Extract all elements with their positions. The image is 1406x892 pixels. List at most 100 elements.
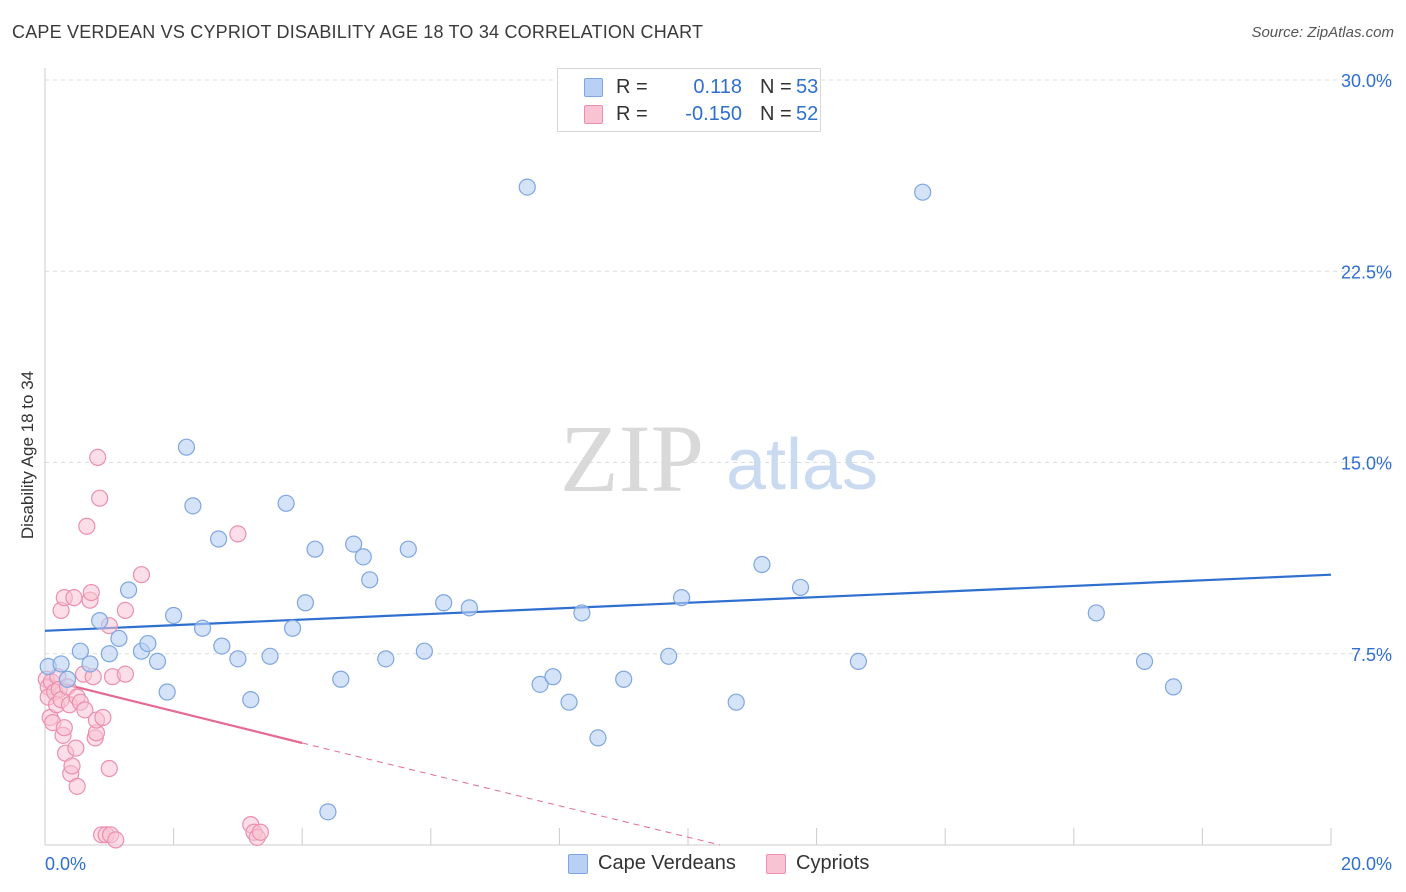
- cape-verdeans-point: [1164, 678, 1183, 696]
- cypriots-point: [116, 665, 134, 683]
- cape-verdeans-point: [296, 594, 315, 612]
- legend-r-label: R =: [616, 103, 648, 125]
- cape-verdeans-point: [110, 629, 128, 648]
- cape-verdeans-point: [589, 729, 607, 747]
- watermark: ZIP atlas: [560, 405, 878, 512]
- legend-n-value: 52: [796, 103, 819, 125]
- cape-verdeans-point: [914, 183, 932, 201]
- cypriots-point: [116, 601, 134, 620]
- cypriots-point: [107, 831, 125, 849]
- cape-verdeans-point: [242, 691, 260, 709]
- cape-verdeans-point: [727, 693, 745, 711]
- chart-title: CAPE VERDEAN VS CYPRIOT DISABILITY AGE 1…: [12, 22, 704, 42]
- cape-verdeans-point: [531, 675, 549, 693]
- cape-verdeans-point: [261, 647, 279, 665]
- cape-verdeans-point: [100, 645, 118, 663]
- cape-verdeans-point: [319, 803, 337, 821]
- x-tick-label: 20.0%: [1341, 854, 1392, 874]
- cape-verdeans-point: [306, 540, 324, 558]
- cypriots-point: [100, 759, 118, 778]
- cape-verdeans-point: [753, 555, 771, 574]
- watermark-atlas: atlas: [726, 425, 878, 505]
- cypriots-point: [94, 708, 112, 727]
- cape-verdeans-point: [165, 606, 183, 625]
- cape-verdeans-point: [415, 642, 433, 660]
- cypriots-point: [82, 583, 100, 602]
- cape-verdeans-point: [91, 611, 109, 630]
- legend-swatch-pink: [766, 854, 786, 874]
- cypriots-point: [65, 589, 83, 607]
- cypriots-points: [37, 448, 270, 849]
- cape-verdeans-point: [210, 530, 228, 548]
- cape-verdeans-point: [184, 497, 202, 515]
- cape-verdeans-points: [39, 178, 1183, 821]
- watermark-zip: ZIP: [560, 405, 704, 512]
- x-tick-label: 0.0%: [45, 854, 86, 874]
- cape-verdeans-point: [283, 619, 302, 637]
- trend-lines: [44, 573, 1332, 846]
- cape-verdeans-point: [573, 604, 591, 622]
- cape-verdeans-point: [52, 655, 70, 673]
- legend-n-label: N =: [760, 76, 792, 98]
- cypriots-point: [76, 701, 94, 719]
- cypriots-point: [91, 489, 109, 507]
- cape-verdeans-point: [345, 535, 363, 553]
- series-name: Cypriots: [796, 852, 870, 874]
- cape-verdeans-point: [193, 619, 212, 637]
- cypriots-point: [67, 739, 85, 757]
- legend-r-value: 0.118: [693, 76, 742, 98]
- cypriots-trend-extension: [302, 742, 721, 846]
- cape-verdeans-point: [672, 589, 691, 607]
- y-tick-label: 7.5%: [1351, 645, 1392, 665]
- series-name: Cape Verdeans: [598, 852, 736, 874]
- cape-verdeans-point: [354, 548, 372, 566]
- cape-verdeans-point: [615, 670, 633, 688]
- cape-verdeans-point: [277, 494, 295, 512]
- cypriots-point: [132, 566, 151, 584]
- cape-verdeans-point: [1135, 652, 1154, 671]
- cape-verdeans-point: [791, 578, 810, 597]
- legend-n-label: N =: [760, 103, 792, 125]
- cape-verdeans-point: [560, 693, 578, 711]
- cape-verdeans-point: [58, 670, 77, 688]
- cape-verdeans-point: [177, 438, 196, 456]
- cypriots-trend-line: [44, 678, 303, 745]
- cypriots-point: [78, 517, 96, 535]
- tick-labels: 7.5% 15.0% 22.5% 30.0% 0.0% 20.0%: [45, 71, 1392, 874]
- y-tick-label: 15.0%: [1341, 454, 1392, 474]
- cape-verdeans-point: [158, 683, 176, 701]
- cypriots-point: [89, 448, 107, 466]
- cape-verdeans-point: [213, 637, 231, 655]
- cypriots-point: [251, 823, 270, 841]
- cape-verdeans-point: [139, 634, 157, 653]
- cape-verdeans-point: [660, 647, 678, 665]
- legend-r-value: -0.150: [685, 103, 742, 125]
- legend-n-value: 53: [796, 76, 819, 98]
- cypriots-point: [55, 719, 73, 737]
- cape-verdeans-point: [399, 540, 417, 558]
- cypriots-point: [63, 757, 81, 775]
- cape-verdeans-point: [81, 655, 99, 673]
- legend-swatch-blue: [568, 854, 588, 874]
- cape-verdeans-point: [377, 650, 395, 668]
- cape-verdeans-point: [361, 571, 379, 589]
- cape-verdeans-point: [435, 594, 453, 612]
- cape-verdeans-point: [119, 581, 138, 599]
- y-tick-label: 22.5%: [1341, 262, 1392, 282]
- legend-swatch-pink: [584, 105, 603, 124]
- cypriots-point: [229, 525, 247, 543]
- legend-swatch-blue: [584, 78, 603, 97]
- cape-verdeans-point: [849, 652, 867, 671]
- cape-verdeans-point: [518, 178, 536, 196]
- cape-verdeans-point: [332, 670, 350, 688]
- cypriots-point: [68, 777, 86, 795]
- cape-verdeans-point: [544, 668, 562, 686]
- cape-verdeans-point: [460, 599, 478, 617]
- y-tick-label: 30.0%: [1341, 71, 1392, 91]
- legend-r-label: R =: [616, 76, 648, 98]
- correlation-legend: R = 0.118 N = 53 R = -0.150 N = 52: [557, 68, 821, 132]
- cape-verdeans-point: [229, 650, 247, 668]
- cape-verdeans-point: [71, 642, 89, 660]
- gridlines: [45, 79, 1392, 655]
